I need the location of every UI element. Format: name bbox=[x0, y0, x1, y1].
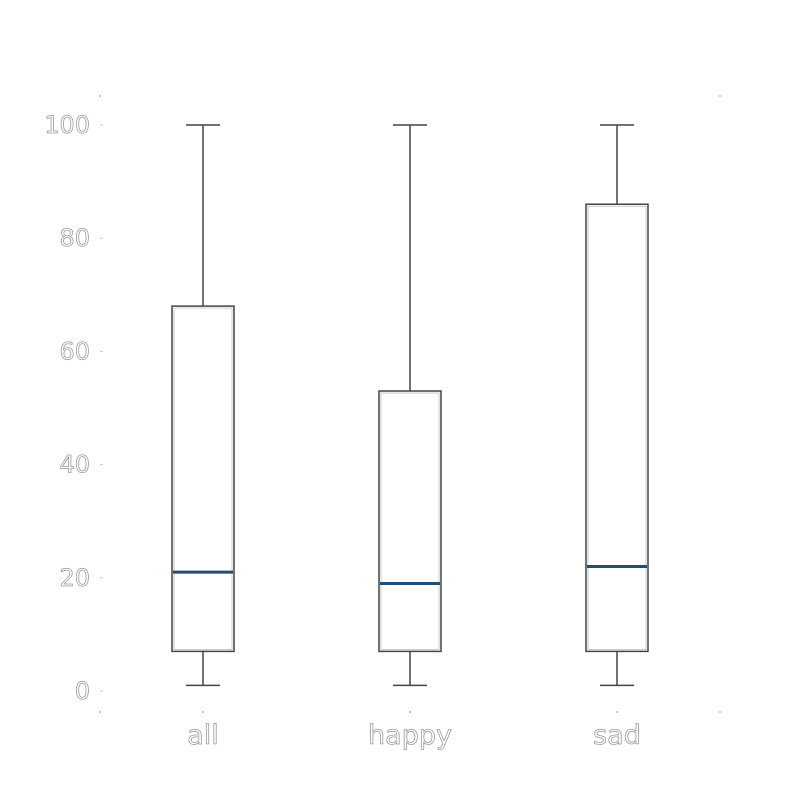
iqr-box-happy bbox=[378, 390, 442, 653]
boxes bbox=[171, 124, 649, 687]
x-tick-sad bbox=[616, 711, 618, 713]
iqr-box-inner-happy bbox=[380, 392, 440, 650]
iqr-box-inner-all bbox=[173, 307, 233, 650]
y-tick-label-60: 60 bbox=[59, 337, 90, 365]
box-sad bbox=[585, 124, 649, 687]
y-tick-label-100: 100 bbox=[44, 111, 90, 139]
y-tick-label-0: 0 bbox=[75, 677, 90, 705]
y-tick-label-80: 80 bbox=[59, 224, 90, 252]
y-axis: 0 20 40 60 80 100 bbox=[44, 95, 721, 713]
frame-corner-1 bbox=[719, 95, 721, 97]
x-tick-label-all: all bbox=[187, 720, 219, 751]
x-axis: all happy sad bbox=[187, 711, 641, 751]
iqr-box-inner-sad bbox=[587, 205, 647, 650]
x-tick-label-happy: happy bbox=[368, 720, 452, 751]
frame-corner-2 bbox=[99, 711, 101, 713]
frame-corner-0 bbox=[99, 95, 101, 97]
x-tick-all bbox=[202, 711, 204, 713]
y-tick-label-40: 40 bbox=[59, 451, 90, 479]
box-happy bbox=[378, 124, 442, 687]
frame-corner-3 bbox=[719, 711, 721, 713]
box-all bbox=[171, 124, 235, 687]
iqr-box-sad bbox=[585, 203, 649, 653]
x-tick-label-sad: sad bbox=[593, 720, 641, 751]
y-tick-label-20: 20 bbox=[59, 564, 90, 592]
iqr-box-all bbox=[171, 305, 235, 653]
x-tick-happy bbox=[409, 711, 411, 713]
